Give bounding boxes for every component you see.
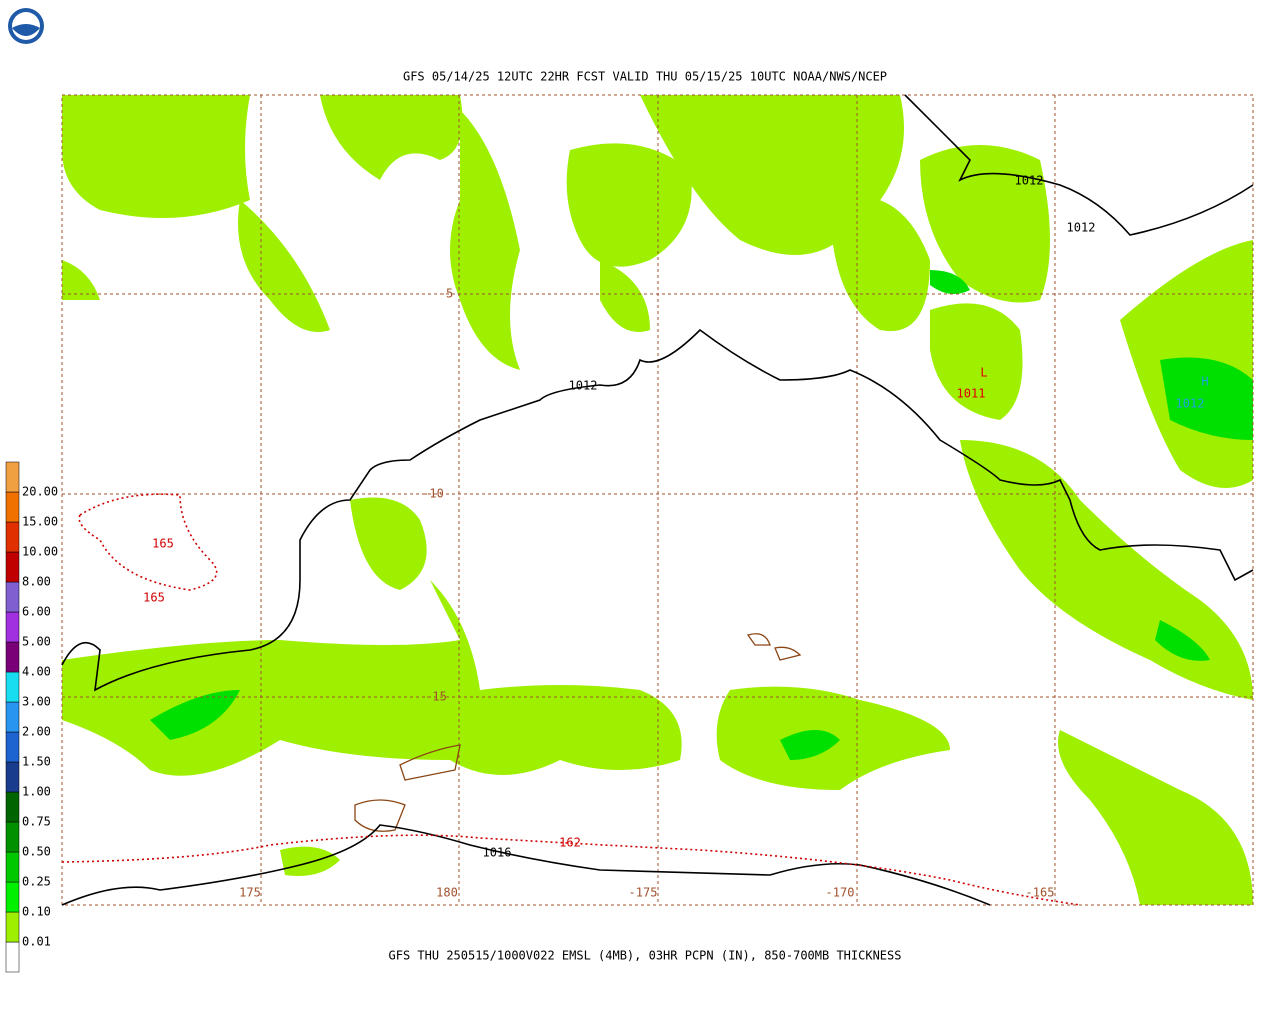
legend-label: 0.25 (22, 875, 51, 889)
legend-swatch (5, 791, 20, 823)
thickness-label: 165 (143, 591, 165, 605)
title: GFS 05/14/25 12UTC 22HR FCST VALID THU 0… (403, 70, 887, 84)
legend-swatch (5, 611, 20, 643)
isobar-label: 1012 (1015, 174, 1044, 188)
legend-swatch (5, 551, 20, 583)
legend-swatch (5, 701, 20, 733)
legend-label: 5.00 (22, 635, 51, 649)
lat-label: -5 (439, 287, 453, 301)
legend-label: 10.00 (22, 545, 58, 559)
legend-swatch (5, 521, 20, 553)
legend-label: 15.00 (22, 515, 58, 529)
map-labels: 175 180 -175 -170 -165 -5 -10 -15 1012 1… (143, 174, 1208, 900)
caption: GFS THU 250515/1000V022 EMSL (4MB), 03HR… (389, 949, 902, 963)
isobar-label: 1012 (569, 379, 598, 393)
thickness-label: 165 (152, 537, 174, 551)
legend-swatch (5, 461, 20, 493)
lon-label: -175 (629, 886, 658, 900)
legend-label: 0.01 (22, 935, 51, 949)
lon-label: -165 (1026, 886, 1055, 900)
lon-label: 180 (436, 886, 458, 900)
low-center: L (980, 366, 987, 380)
isobar-label: 1016 (483, 846, 512, 860)
legend-label: 3.00 (22, 695, 51, 709)
map-grid (61, 94, 1254, 906)
high-center: H (1201, 375, 1208, 389)
coastlines (354, 633, 802, 832)
legend-swatch (5, 911, 20, 943)
legend-label: 4.00 (22, 665, 51, 679)
legend-swatch (5, 941, 20, 973)
legend-swatch (5, 731, 20, 763)
legend: 0.01 0.10 0.25 0.50 0.75 1.00 1.50 2.00 3.00 4.00… (5, 461, 58, 973)
legend-label: 8.00 (22, 575, 51, 589)
legend-swatch (5, 671, 20, 703)
isobar-label: 1012 (1067, 221, 1096, 235)
noaa-logo (8, 8, 44, 44)
legend-swatch (5, 491, 20, 523)
lon-label: -170 (826, 886, 855, 900)
high-pressure: 1012 (1176, 397, 1205, 411)
legend-label: 20.00 (22, 485, 58, 499)
legend-swatch (5, 761, 20, 793)
legend-label: 2.00 (22, 725, 51, 739)
legend-label: 0.50 (22, 845, 51, 859)
legend-swatch (5, 581, 20, 613)
legend-label: 6.00 (22, 605, 51, 619)
legend-label: 1.00 (22, 785, 51, 799)
legend-swatch (5, 641, 20, 673)
lon-label: 175 (239, 886, 261, 900)
legend-swatch (5, 881, 20, 913)
lat-label: -10 (422, 487, 444, 501)
legend-swatch (5, 851, 20, 883)
low-pressure: 1011 (957, 387, 986, 401)
precipitation (62, 95, 1253, 905)
thickness-label: 162 (559, 836, 581, 850)
legend-swatch (5, 821, 20, 853)
lat-label: -15 (425, 690, 447, 704)
legend-label: 0.10 (22, 905, 51, 919)
legend-label: 1.50 (22, 755, 51, 769)
legend-label: 0.75 (22, 815, 51, 829)
thickness-contours (61, 493, 1081, 906)
